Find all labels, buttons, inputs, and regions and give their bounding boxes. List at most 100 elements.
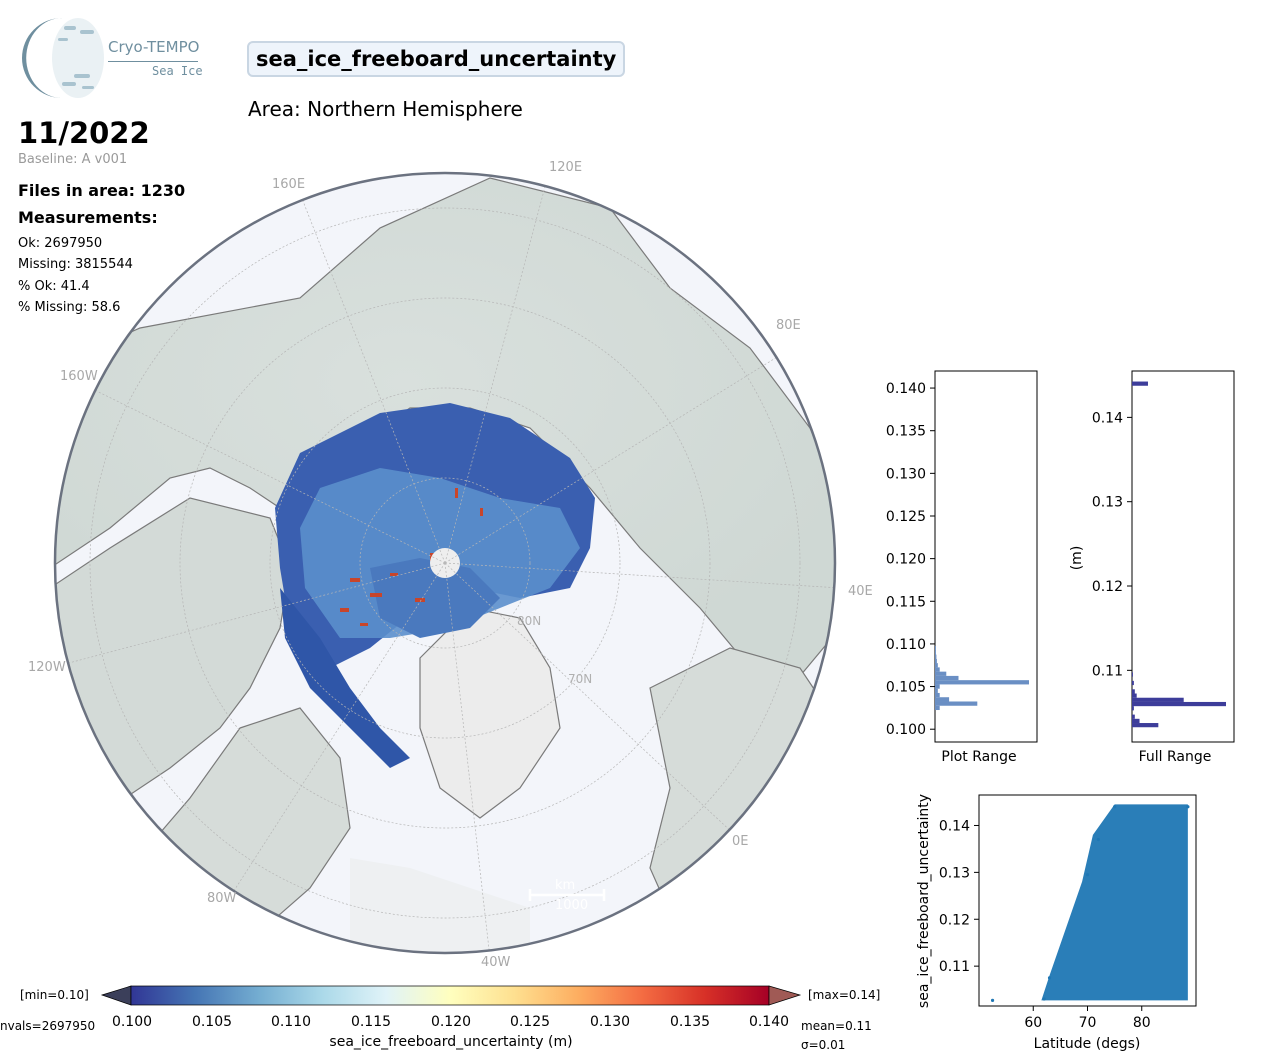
- scatter-xlabel: Latitude (degs): [1034, 1036, 1141, 1052]
- hist1-bar: [935, 646, 936, 651]
- colorbar-gradient: [130, 985, 770, 1006]
- colorbar-max-extend: [768, 985, 802, 1006]
- colorbar-sigma: σ=0.01: [801, 1038, 846, 1052]
- histogram-full-range: 0.11 0.12 0.13 0.14 Full Range (m): [1069, 370, 1235, 765]
- scatter-point: [1186, 805, 1190, 809]
- pct-ok: % Ok: 41.4: [18, 279, 90, 294]
- pct-missing: % Missing: 58.6: [18, 300, 121, 315]
- colorbar-max-label: [max=0.14]: [808, 988, 881, 1002]
- hist2-bar: [1132, 697, 1184, 702]
- hist2-ylabel: (m): [1069, 546, 1085, 571]
- colorbar-tick: 0.105: [191, 1014, 233, 1030]
- hist2-ytick-label: 0.14: [1092, 410, 1123, 426]
- scatter-xtick-label: 60: [1024, 1015, 1042, 1031]
- hist1-xlabel: Plot Range: [941, 749, 1016, 765]
- hist2-bar: [1132, 672, 1133, 677]
- hist1-bar: [935, 697, 950, 702]
- hist1-bar: [935, 692, 940, 698]
- colorbar-tick: 0.115: [350, 1014, 392, 1030]
- scatter-latitude: 60 70 80 0.11 0.12 0.13 0.14 Latitude (degs) s…: [916, 794, 1197, 1052]
- scatter-ytick-label: 0.13: [939, 865, 970, 881]
- colorbar-nvals: nvals=2697950: [0, 1019, 96, 1033]
- colorbar-min-label: [min=0.10]: [20, 988, 89, 1002]
- hist1-bar: [935, 701, 978, 706]
- baseline-label: Baseline: A v001: [18, 152, 128, 167]
- colorbar-label: sea_ice_freeboard_uncertainty (m): [329, 1034, 573, 1050]
- lon-label: 40W: [481, 955, 511, 970]
- colorbar: [100, 985, 802, 1006]
- hist1-bar: [935, 688, 938, 693]
- lon-label: 160W: [60, 369, 98, 384]
- scatter-ylabel: sea_ice_freeboard_uncertainty: [916, 794, 932, 1008]
- variable-title: sea_ice_freeboard_uncertainty: [247, 41, 626, 77]
- land-greenland: [419, 607, 561, 819]
- hist1-ytick-label: 0.105: [886, 680, 926, 696]
- hist2-frame: [1131, 370, 1235, 743]
- graticule: [55, 173, 835, 953]
- lon-label: 120E: [549, 160, 583, 175]
- hist2-bar: [1132, 718, 1140, 724]
- colorbar-tick: 0.100: [111, 1014, 153, 1030]
- scatter-point: [990, 998, 995, 1002]
- scatter-point: [1085, 873, 1090, 877]
- colorbar-tick: 0.130: [589, 1014, 631, 1030]
- lat-label: 80N: [517, 614, 541, 628]
- scatter-density: [1041, 804, 1188, 1001]
- scatter-ytick-label: 0.12: [939, 912, 970, 928]
- lat-label: 70N: [568, 672, 592, 686]
- colorbar-tick: 0.135: [669, 1014, 711, 1030]
- missing-count: Missing: 3815544: [18, 257, 133, 272]
- scale-bar: [528, 889, 606, 901]
- hist1-bar: [935, 675, 959, 681]
- hist1-frame: [934, 370, 1038, 743]
- hist1-bar: [935, 680, 1029, 685]
- hist1-bar: [935, 667, 940, 672]
- hist1-ytick-label: 0.100: [886, 722, 926, 738]
- scatter-ytick-label: 0.14: [939, 818, 970, 834]
- lon-label: 120W: [28, 660, 66, 675]
- scatter-point: [1042, 997, 1046, 1001]
- scatter-point: [1047, 976, 1052, 980]
- lon-label: 80E: [776, 318, 801, 333]
- scatter-point: [1113, 805, 1117, 809]
- hist1-bar: [935, 663, 938, 668]
- lon-label: 40E: [848, 584, 873, 599]
- hist1-bar: [935, 671, 947, 676]
- files-count: Files in area: 1230: [18, 181, 186, 200]
- scatter-xtick-label: 80: [1133, 1015, 1151, 1031]
- hist2-bar: [1132, 701, 1226, 707]
- hist2-bar: [1132, 706, 1134, 711]
- hist2-bar: [1132, 689, 1135, 694]
- map-boundary: [53, 171, 837, 955]
- date-label: 11/2022: [18, 116, 150, 150]
- hist1-bar: [935, 658, 937, 664]
- lon-label: 80W: [207, 891, 237, 906]
- logo-subtitle: Sea Ice: [152, 64, 203, 78]
- hist1-ytick-label: 0.130: [886, 466, 926, 482]
- scale-unit: km: [555, 878, 575, 893]
- logo-title: Cryo-TEMPO: [108, 38, 200, 56]
- histogram-plot-range: 0.100 0.105 0.110 0.115 0.120 0.125 0.130 0.135…: [886, 370, 1038, 765]
- area-label: Area: Northern Hemisphere: [248, 97, 523, 121]
- lon-label: 0E: [732, 834, 749, 849]
- scatter-ytick-label: 0.11: [939, 959, 970, 975]
- colorbar-mean: mean=0.11: [801, 1019, 872, 1033]
- colorbar-tick: 0.110: [270, 1014, 312, 1030]
- lon-label: 160E: [272, 177, 306, 192]
- ok-count: Ok: 2697950: [18, 236, 103, 251]
- hist1-ytick-label: 0.125: [886, 509, 926, 525]
- logo-divider: [108, 61, 198, 62]
- cryo-tempo-logo: [22, 18, 104, 98]
- hist2-xlabel: Full Range: [1139, 749, 1212, 765]
- hist2-bar: [1132, 723, 1159, 728]
- scale-value: 1000: [555, 898, 588, 913]
- hist1-ytick-label: 0.135: [886, 424, 926, 440]
- colorbar-tick: 0.140: [748, 1014, 790, 1030]
- hist1-bar: [935, 684, 940, 689]
- hist1-bar: [935, 650, 936, 655]
- hist1-bar: [935, 705, 940, 711]
- hist2-bar: [1132, 680, 1134, 686]
- colorbar-tick: 0.125: [509, 1014, 551, 1030]
- scatter-xtick-label: 70: [1079, 1015, 1097, 1031]
- measurements-title: Measurements:: [18, 208, 158, 227]
